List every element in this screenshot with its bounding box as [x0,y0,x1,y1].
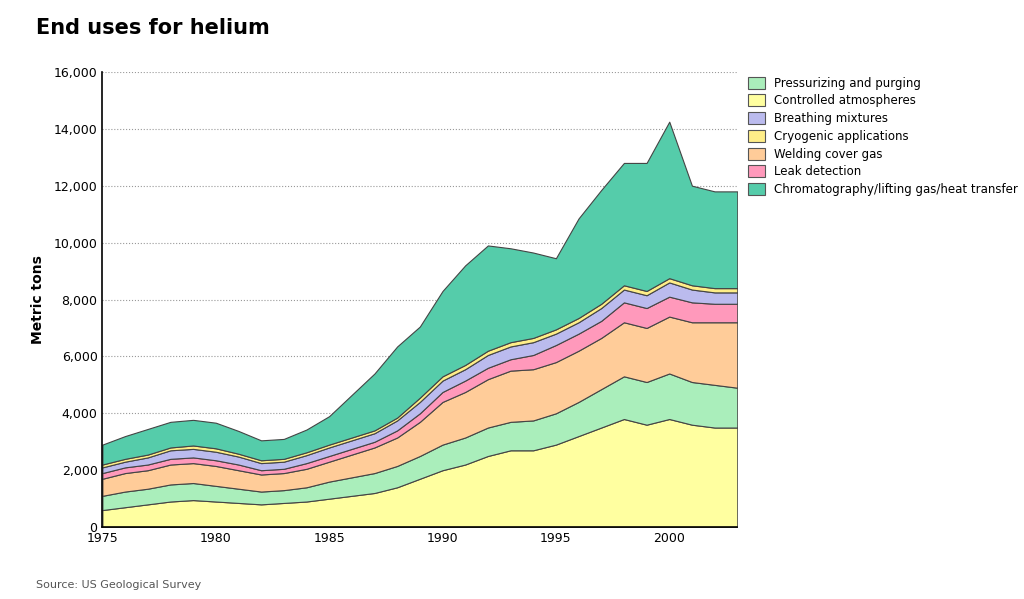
Text: End uses for helium: End uses for helium [36,18,269,38]
Legend: Pressurizing and purging, Controlled atmospheres, Breathing mixtures, Cryogenic : Pressurizing and purging, Controlled atm… [743,72,1023,201]
Text: Source: US Geological Survey: Source: US Geological Survey [36,580,201,590]
Y-axis label: Metric tons: Metric tons [32,255,45,344]
